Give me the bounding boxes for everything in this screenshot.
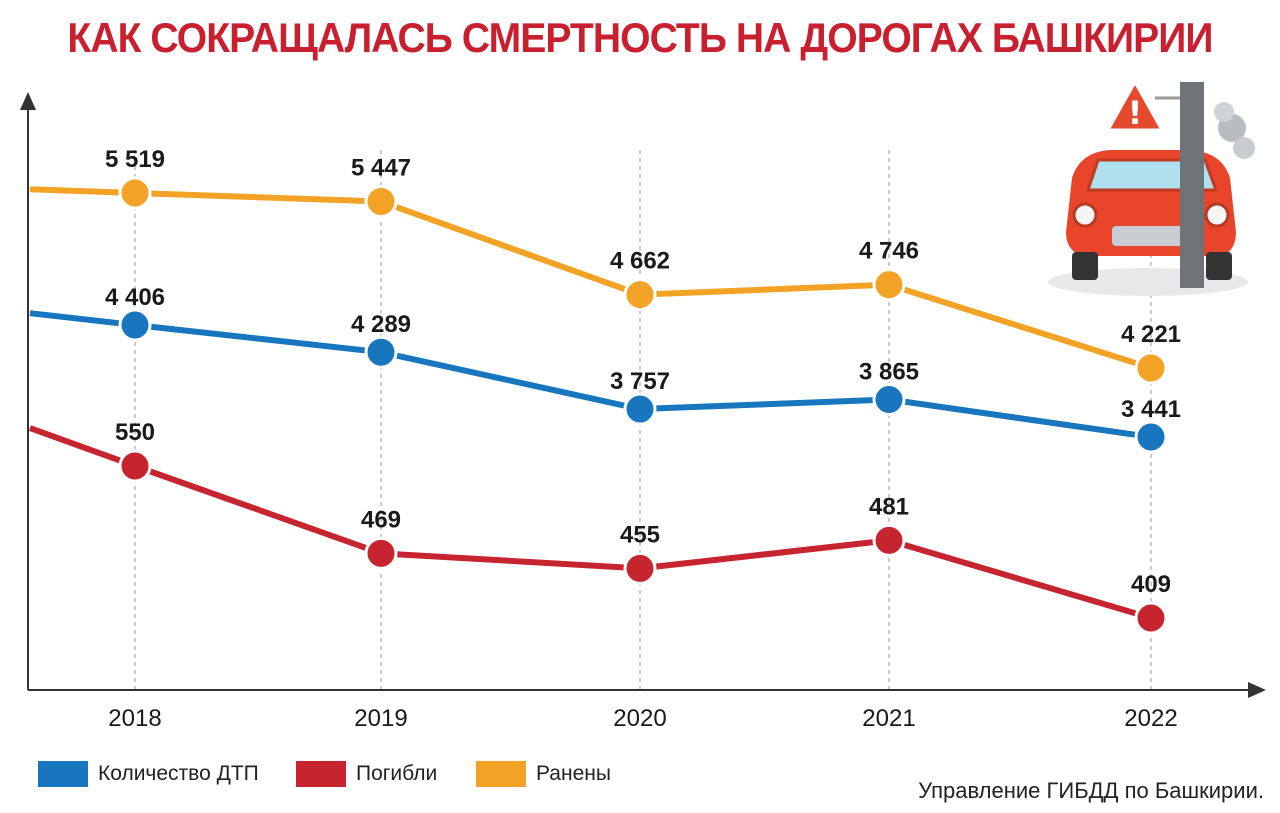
point-accidents-2021: [872, 382, 906, 416]
label-injured-2019: 5 447: [351, 155, 411, 182]
point-accidents-2019: [364, 335, 398, 369]
series-line-accidents: [29, 310, 1152, 440]
legend-swatch-injured: [476, 761, 526, 787]
point-killed-2018: [118, 449, 152, 483]
label-injured-2021: 4 746: [859, 238, 919, 265]
label-accidents-2018: 4 406: [105, 284, 165, 311]
x-tick-2018: 2018: [108, 705, 161, 732]
label-killed-2019: 469: [361, 506, 401, 533]
point-killed-2022: [1134, 601, 1168, 635]
x-tick-2020: 2020: [613, 705, 666, 732]
legend-label-accidents: Количество ДТП: [98, 762, 259, 785]
x-tick-labels: 2018 2019 2020 2021 2022: [108, 705, 1177, 732]
label-accidents-2020: 3 757: [610, 368, 670, 395]
label-killed-2022: 409: [1131, 571, 1171, 598]
legend-item-accidents: Количество ДТП: [38, 758, 259, 790]
point-killed-2019: [364, 536, 398, 570]
source-note: Управление ГИБДД по Башкирии.: [918, 778, 1264, 803]
point-injured-2019: [364, 185, 398, 219]
legend-swatch-killed: [296, 761, 346, 787]
label-killed-2020: 455: [620, 521, 660, 548]
crashed-car-icon: !: [1048, 78, 1255, 296]
series-layer: 5 519 5 447 4 662 4 746 4 221 4 406 4 289 3 757…: [28, 146, 1181, 635]
point-accidents-2022: [1134, 420, 1168, 454]
label-injured-2022: 4 221: [1121, 321, 1181, 348]
series-line-killed: [28, 425, 1152, 621]
x-tick-2021: 2021: [862, 705, 915, 732]
point-killed-2020: [623, 551, 657, 585]
legend-item-killed: Погибли: [296, 758, 437, 790]
chart-title: КАК СОКРАЩАЛАСЬ СМЕРТНОСТЬ НА ДОРОГАХ БА…: [67, 14, 1213, 61]
point-accidents-2018: [118, 308, 152, 342]
point-accidents-2020: [623, 392, 657, 426]
svg-text:!: !: [1128, 94, 1143, 132]
label-accidents-2019: 4 289: [351, 311, 411, 338]
legend-item-injured: Ранены: [476, 758, 611, 790]
label-injured-2018: 5 519: [105, 146, 165, 173]
legend-label-killed: Погибли: [356, 762, 438, 785]
label-injured-2020: 4 662: [610, 248, 670, 275]
label-accidents-2022: 3 441: [1121, 396, 1181, 423]
x-tick-2022: 2022: [1124, 705, 1177, 732]
label-killed-2021: 481: [869, 493, 909, 520]
label-killed-2018: 550: [115, 419, 155, 446]
point-injured-2021: [872, 268, 906, 302]
x-tick-2019: 2019: [354, 705, 407, 732]
label-accidents-2021: 3 865: [859, 358, 919, 385]
legend-label-injured: Ранены: [536, 762, 611, 785]
point-injured-2022: [1134, 351, 1168, 385]
point-injured-2018: [118, 176, 152, 210]
series-line-injured: [29, 186, 1152, 371]
legend-swatch-accidents: [38, 761, 88, 787]
point-killed-2021: [872, 523, 906, 557]
point-injured-2020: [623, 278, 657, 312]
